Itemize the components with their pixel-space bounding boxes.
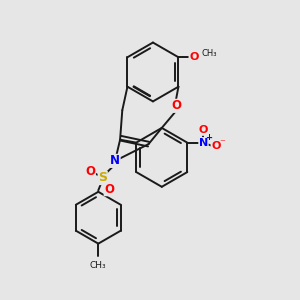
Text: +: + <box>205 133 212 142</box>
Text: O: O <box>189 52 198 62</box>
Text: CH₃: CH₃ <box>90 261 106 270</box>
Text: O: O <box>172 99 182 112</box>
Text: N: N <box>199 138 208 148</box>
Text: CH₃: CH₃ <box>202 49 218 58</box>
Text: O: O <box>211 141 220 151</box>
Text: N: N <box>110 154 120 167</box>
Text: O: O <box>199 125 208 135</box>
Text: O: O <box>85 165 95 178</box>
Text: O: O <box>104 183 114 196</box>
Text: S: S <box>98 172 107 184</box>
Text: ⁻: ⁻ <box>219 138 225 148</box>
